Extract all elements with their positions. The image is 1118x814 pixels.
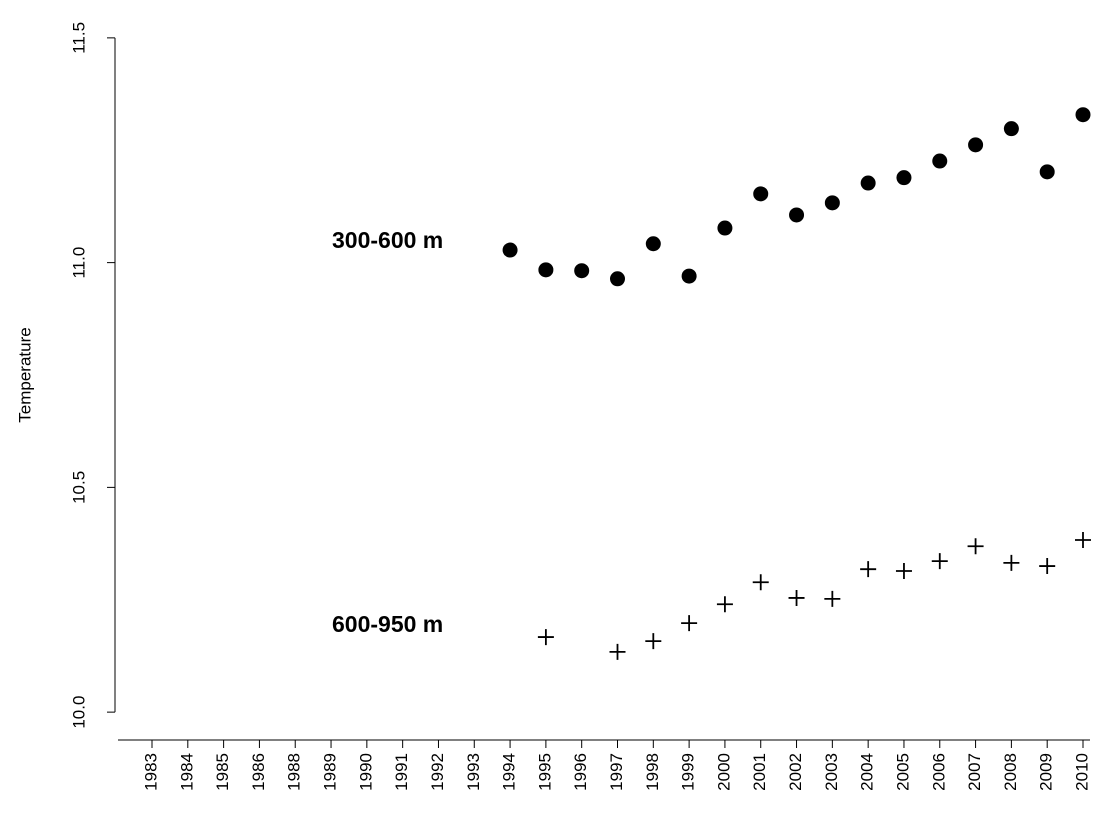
series-label: 600-950 m	[332, 611, 443, 637]
point	[931, 553, 948, 570]
point	[753, 186, 769, 202]
point	[967, 538, 984, 555]
point	[789, 207, 805, 223]
x-tick-label: 1988	[285, 753, 304, 791]
point	[860, 561, 877, 578]
point	[1039, 164, 1055, 180]
x-tick-label: 1989	[321, 753, 340, 791]
y-tick-label: 10.5	[69, 471, 88, 504]
point	[788, 589, 805, 606]
point	[574, 263, 590, 279]
x-tick-label: 2008	[1001, 753, 1020, 791]
point	[609, 643, 626, 660]
y-axis-label: Temperature	[15, 327, 34, 422]
x-tick-label: 1993	[464, 753, 483, 791]
series-label: 300-600 m	[332, 227, 443, 253]
x-tick-label: 1992	[428, 753, 447, 791]
x-tick-label: 2010	[1072, 753, 1091, 791]
x-tick-label: 1995	[535, 753, 554, 791]
x-tick-label: 1991	[392, 753, 411, 791]
point	[1039, 558, 1056, 575]
x-tick-label: 2002	[786, 753, 805, 791]
point	[538, 262, 554, 278]
x-tick-label: 1999	[679, 753, 698, 791]
point	[1075, 107, 1091, 123]
point	[681, 268, 697, 284]
point	[1003, 554, 1020, 571]
y-tick-label: 11.0	[69, 247, 88, 279]
point	[502, 242, 518, 258]
x-tick-label: 1998	[643, 753, 662, 791]
point	[610, 271, 625, 287]
x-tick-label: 1986	[249, 753, 268, 791]
point	[716, 596, 733, 613]
x-tick-label: 2007	[965, 753, 984, 791]
point	[896, 170, 912, 186]
point	[932, 153, 948, 169]
point	[645, 633, 662, 650]
x-tick-label: 1983	[141, 753, 160, 791]
x-tick-label: 2009	[1037, 753, 1056, 791]
point	[824, 590, 841, 607]
point	[717, 220, 733, 236]
point	[1075, 531, 1091, 548]
x-tick-label: 2000	[714, 753, 733, 791]
point	[681, 615, 698, 632]
x-tick-label: 2004	[858, 753, 877, 791]
x-tick-label: 1990	[356, 753, 375, 791]
x-tick-label: 1984	[177, 753, 196, 791]
x-tick-label: 1996	[571, 753, 590, 791]
point	[860, 175, 876, 191]
x-tick-label: 1997	[607, 753, 626, 791]
x-tick-label: 2006	[929, 753, 948, 791]
y-tick-label: 10.0	[69, 696, 88, 729]
y-tick-label: 11.5	[69, 22, 88, 54]
point	[968, 137, 984, 153]
point	[645, 236, 661, 252]
point	[1003, 121, 1019, 137]
x-tick-label: 2005	[893, 753, 912, 791]
point	[895, 562, 912, 579]
point	[752, 574, 769, 591]
point	[537, 629, 554, 646]
x-tick-label: 1994	[500, 753, 519, 791]
x-tick-label: 1985	[213, 753, 232, 791]
x-tick-label: 2003	[822, 753, 841, 791]
point	[824, 195, 840, 211]
x-tick-label: 2001	[750, 753, 769, 791]
